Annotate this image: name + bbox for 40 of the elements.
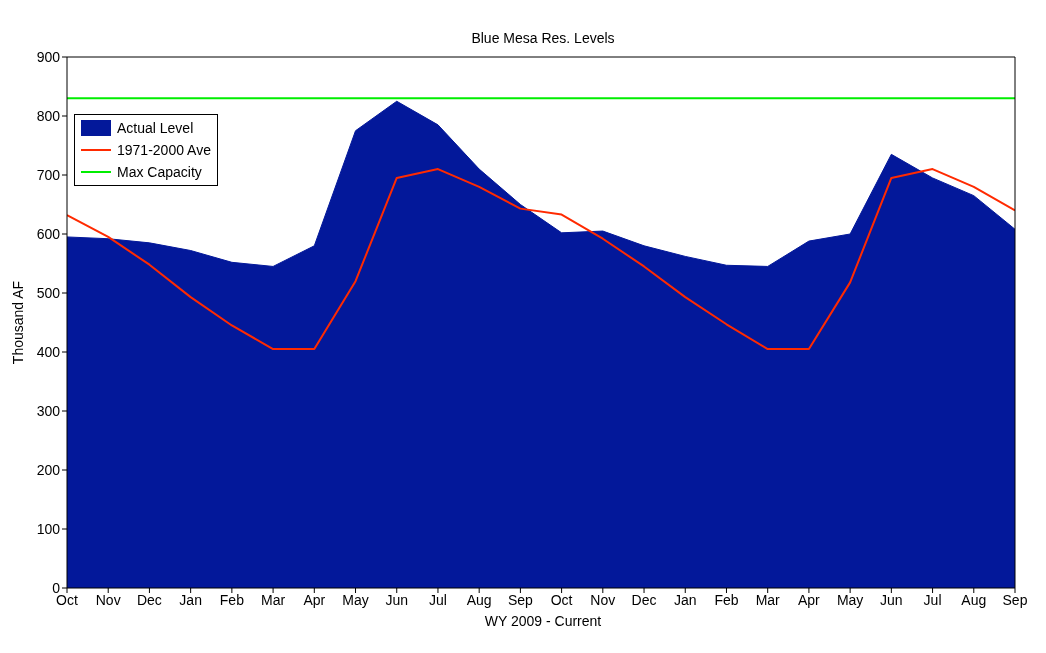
x-tick-label: Jun [385,591,409,608]
y-tick-label: 500 [36,284,61,301]
x-tick-label: Dec [136,591,162,608]
x-tick-label: Jan [673,591,697,608]
legend-label: Actual Level [117,119,194,138]
x-tick-label: Feb [714,591,739,608]
x-tick-label: May [342,591,369,608]
y-tick-label: 0 [52,579,61,596]
x-tick-label: Sep [507,591,534,608]
x-tick-label: Nov [590,591,616,608]
legend-label: Max Capacity [117,163,202,182]
x-tick-label: Mar [261,591,286,608]
y-axis-title: Thousand AF [9,280,26,365]
x-tick-label: Nov [95,591,121,608]
x-tick-label: Jul [923,591,942,608]
x-tick-label: Oct [550,591,573,608]
x-tick-label: Dec [631,591,657,608]
x-tick-label: Aug [466,591,492,608]
x-tick-label: Jun [880,591,903,608]
y-tick-label: 100 [36,520,61,537]
y-tick-label: 700 [36,166,61,183]
x-tick-label: Mar [755,591,781,608]
x-tick-label: Feb [219,591,245,608]
y-tick-label: 200 [36,461,61,478]
y-tick-label: 900 [36,48,61,65]
x-tick-label: Aug [961,591,987,608]
y-tick-label: 400 [36,343,61,360]
y-tick-label: 800 [36,107,61,124]
y-tick-label: 600 [36,225,61,242]
x-tick-label: Jan [179,591,202,608]
x-tick-label: Sep [1002,591,1028,608]
x-tick-label: May [836,591,864,608]
x-tick-label: Jul [429,591,447,608]
x-tick-label: Apr [303,591,326,608]
chart-title: Blue Mesa Res. Levels [470,30,616,46]
line-series [67,168,1015,351]
x-axis-title: WY 2009 - Current [483,613,603,629]
legend-label: 1971-2000 Ave [117,141,211,160]
x-tick-label: Apr [798,591,821,608]
y-tick-label: 300 [36,402,61,419]
